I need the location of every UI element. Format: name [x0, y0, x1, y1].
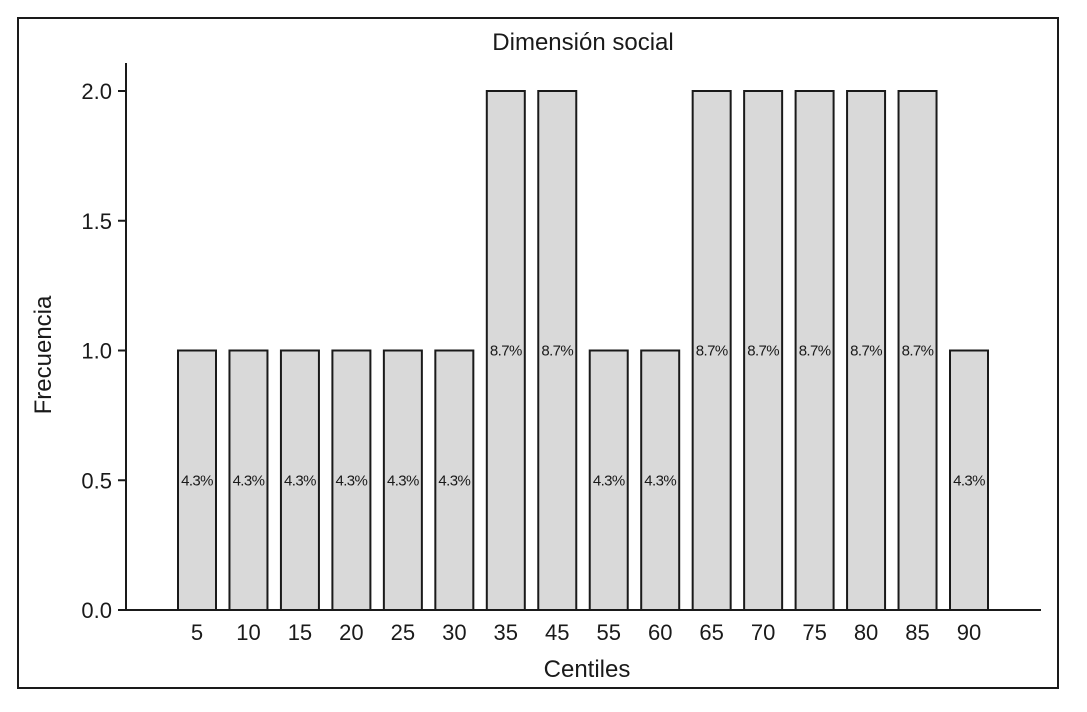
bar [743, 90, 784, 611]
bar-data-label: 8.7% [850, 343, 882, 360]
bar-data-label: 8.7% [902, 343, 934, 360]
bar-data-label: 8.7% [490, 343, 522, 360]
x-tick-label: 35 [494, 620, 518, 645]
x-tick-label: 70 [751, 620, 775, 645]
bar-data-label: 4.3% [593, 472, 625, 489]
y-axis-title: Frecuencia [30, 295, 57, 414]
x-tick-label: 45 [545, 620, 569, 645]
x-tick-label: 25 [391, 620, 415, 645]
bar [640, 349, 681, 611]
chart-frame [17, 17, 1059, 689]
bar-data-label: 4.3% [644, 472, 676, 489]
bar-data-label: 4.3% [387, 472, 419, 489]
bar [897, 90, 938, 611]
bar-data-label: 4.3% [233, 472, 265, 489]
axes: 0.0 0.5 1.0 1.5 2.0 5 10 15 20 25 30 35 45 55 60 65 70 75… [81, 63, 1041, 645]
bar [949, 349, 989, 611]
x-tick-label: 65 [699, 620, 723, 645]
y-tick-label: 1.0 [81, 339, 112, 364]
x-tick-label: 85 [905, 620, 929, 645]
bar [434, 349, 475, 611]
x-tick-label: 10 [236, 620, 260, 645]
bar [279, 349, 320, 611]
bar-data-label: 4.3% [438, 472, 470, 489]
x-tick-label: 30 [442, 620, 466, 645]
bar [485, 90, 526, 611]
y-tick-label: 0.5 [81, 468, 112, 493]
x-tick-label: 60 [648, 620, 672, 645]
bar [537, 90, 578, 611]
y-tick-label: 1.5 [81, 209, 112, 234]
bar [846, 90, 887, 611]
x-tick-label: 55 [596, 620, 620, 645]
bar [691, 90, 732, 611]
bar [382, 349, 423, 611]
x-tick-label: 75 [802, 620, 826, 645]
bar-data-label: 4.3% [181, 472, 213, 489]
bar [588, 349, 629, 611]
bar-data-label: 4.3% [284, 472, 316, 489]
bar [794, 90, 835, 611]
x-tick-label: 80 [854, 620, 878, 645]
bar-data-label: 8.7% [799, 343, 831, 360]
y-tick-label: 2.0 [81, 79, 112, 104]
bar [331, 349, 372, 611]
bar-data-label: 8.7% [747, 343, 779, 360]
bar-data-label: 8.7% [696, 343, 728, 360]
bar-data-label: 8.7% [541, 343, 573, 360]
x-tick-label: 20 [339, 620, 363, 645]
x-tick-label: 5 [191, 620, 203, 645]
bar-data-label: 4.3% [953, 472, 985, 489]
y-tick-label: 0.0 [81, 598, 112, 623]
bars: 4.3% 4.3% 4.3% 4.3% 4.3% 4.3% 8.7% 8.7% 4.3% 4.3%… [177, 90, 989, 611]
bar-data-label: 4.3% [336, 472, 368, 489]
x-tick-label: 90 [957, 620, 981, 645]
chart-title: Dimensión social [492, 29, 673, 56]
bar [228, 349, 269, 611]
x-tick-label: 15 [288, 620, 312, 645]
x-axis-title: Centiles [544, 656, 631, 683]
bar [177, 349, 217, 611]
